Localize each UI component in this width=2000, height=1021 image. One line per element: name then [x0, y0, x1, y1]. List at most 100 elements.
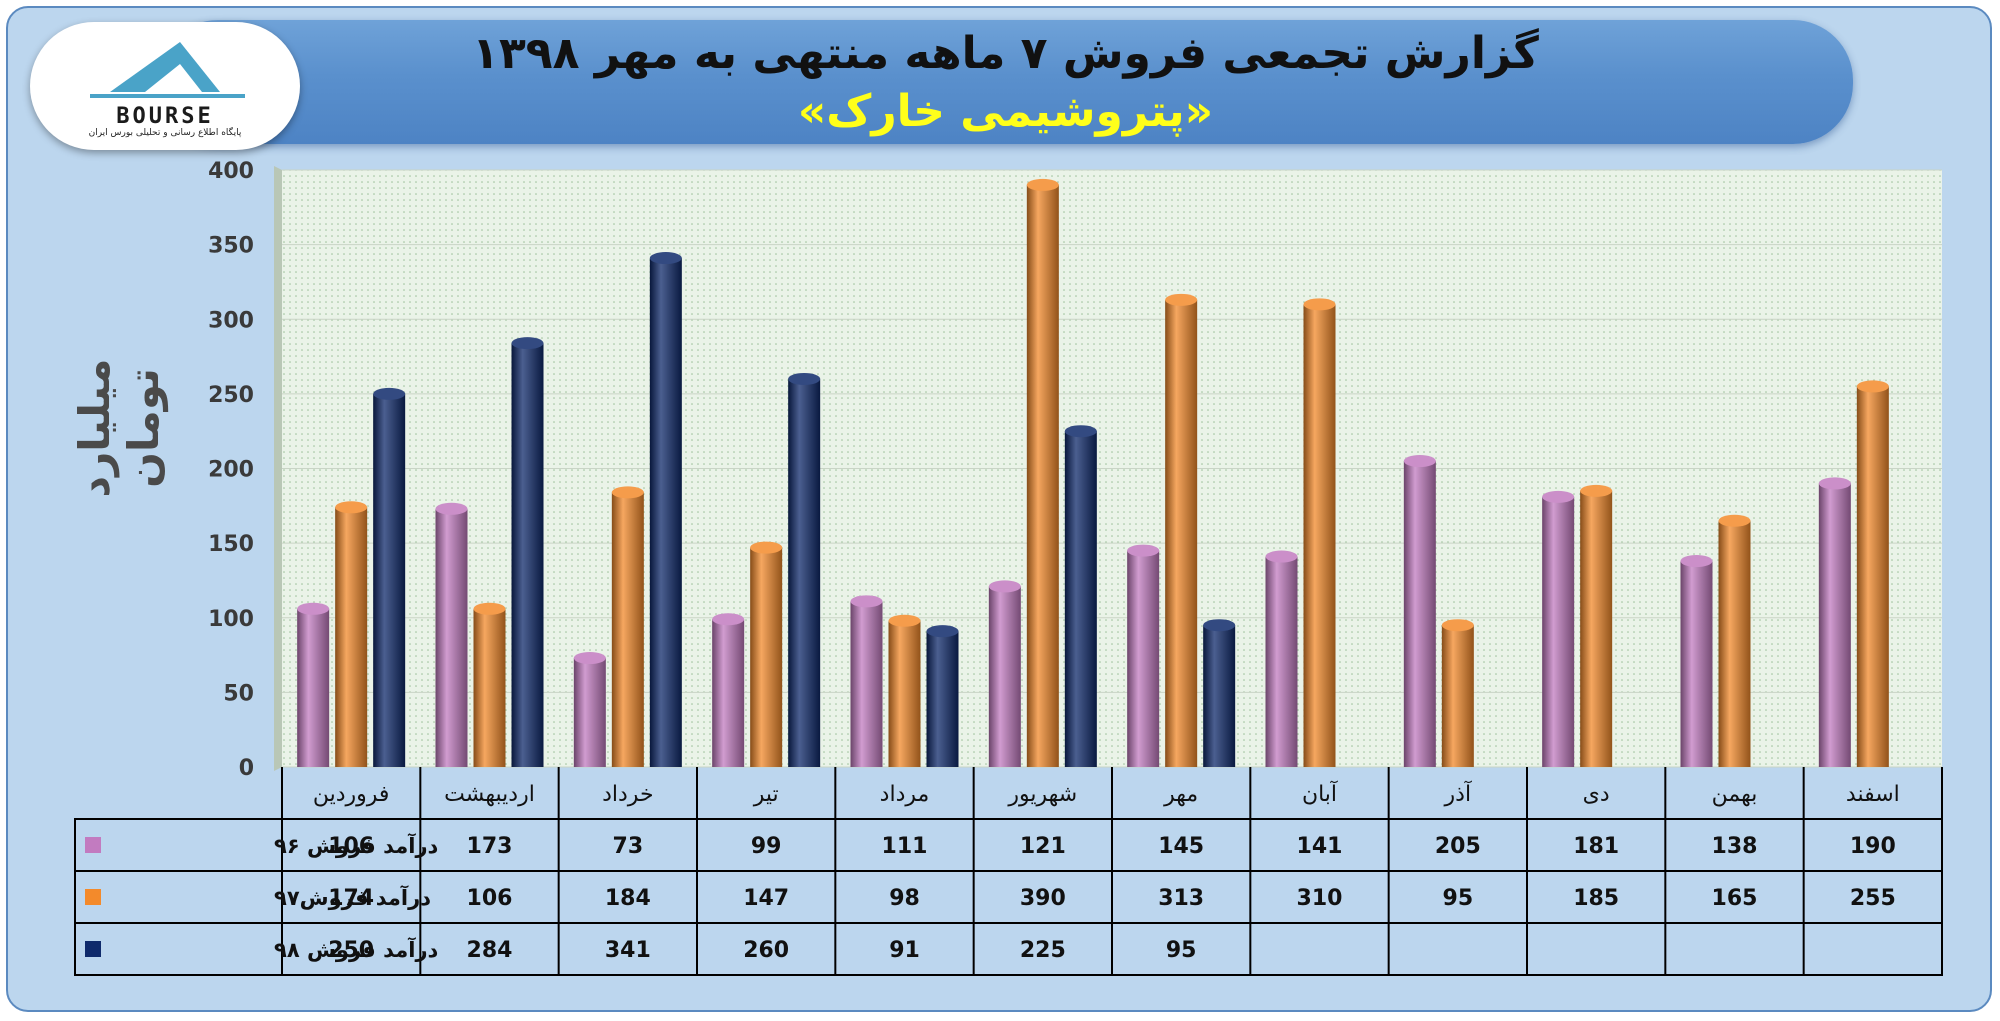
bar	[888, 620, 921, 767]
bar-top	[1818, 477, 1851, 490]
bar	[1165, 299, 1198, 767]
x-tick-label: مهر	[1163, 782, 1198, 807]
x-tick-label: بهمن	[1712, 782, 1758, 807]
bar-top	[1064, 425, 1097, 438]
bar	[1265, 556, 1298, 767]
bar	[1542, 496, 1575, 767]
bar-top	[1203, 619, 1236, 632]
bar-top	[1127, 544, 1160, 557]
bar-top	[788, 372, 821, 385]
bar-top	[988, 580, 1021, 593]
data-value-label: 99	[751, 834, 782, 859]
bar	[1026, 184, 1059, 768]
y-tick-label: 250	[208, 383, 254, 408]
bar-top	[435, 502, 468, 515]
bar-top	[573, 652, 606, 665]
data-value-label: 184	[605, 886, 651, 911]
bar-top	[888, 614, 921, 627]
data-value-label: 95	[1166, 938, 1197, 963]
y-tick-label: 0	[239, 756, 254, 781]
legend-label: درآمد فروش ۹۶	[274, 833, 439, 858]
data-value-label: 106	[328, 834, 374, 859]
logo-subtext: پایگاه اطلاع رسانی و تحلیلی بورس ایران	[88, 128, 242, 138]
bar-top	[712, 613, 745, 626]
legend-label: درآمد فروش ۹۸	[274, 937, 439, 962]
data-value-label: 91	[889, 938, 920, 963]
bar-top	[850, 595, 883, 608]
bar	[1403, 461, 1436, 767]
bar-top	[335, 501, 368, 514]
data-value-label: 138	[1712, 834, 1758, 859]
data-value-label: 73	[613, 834, 644, 859]
data-value-label: 341	[605, 938, 651, 963]
bar-top	[297, 602, 330, 615]
logo-text: BOURSE	[116, 104, 214, 129]
data-value-label: 141	[1297, 834, 1343, 859]
bar	[511, 343, 544, 767]
x-tick-label: آذر	[1444, 780, 1472, 807]
y-tick-label: 300	[208, 308, 254, 333]
x-tick-label: دی	[1583, 782, 1610, 807]
logo-mark-icon	[90, 42, 245, 98]
y-tick-label: 150	[208, 532, 254, 557]
bar-top	[1856, 380, 1889, 393]
bourse-logo: BOURSE پایگاه اطلاع رسانی و تحلیلی بورس …	[30, 22, 300, 150]
bar	[788, 378, 821, 767]
bar	[1856, 386, 1889, 767]
data-value-label: 190	[1850, 834, 1896, 859]
bar	[1441, 625, 1474, 767]
bar-top	[1542, 490, 1575, 503]
bar-top	[1680, 555, 1713, 568]
data-value-label: 121	[1020, 834, 1066, 859]
y-tick-label: 400	[208, 159, 254, 184]
data-value-label: 106	[467, 886, 513, 911]
data-value-label: 95	[1443, 886, 1474, 911]
bar-top	[1403, 455, 1436, 468]
x-tick-label: اسفند	[1846, 782, 1900, 807]
bar	[297, 608, 330, 767]
x-tick-label: اردیبهشت	[444, 782, 535, 807]
bar-top	[1580, 484, 1613, 497]
data-value-label: 205	[1435, 834, 1481, 859]
bar	[473, 608, 506, 767]
bar-top	[1718, 514, 1751, 527]
x-tick-label: تیر	[753, 782, 779, 807]
bar-top	[1441, 619, 1474, 632]
y-tick-label: 100	[208, 607, 254, 632]
bar	[373, 393, 406, 767]
data-value-label: 147	[743, 886, 789, 911]
data-value-label: 225	[1020, 938, 1066, 963]
plot-side-wall	[274, 166, 282, 771]
bar	[1680, 561, 1713, 767]
data-value-label: 390	[1020, 886, 1066, 911]
data-value-label: 313	[1158, 886, 1204, 911]
bar-top	[1265, 550, 1298, 563]
data-value-label: 255	[1850, 886, 1896, 911]
bar-top	[926, 625, 959, 638]
y-tick-label: 50	[223, 681, 254, 706]
bar	[1127, 550, 1160, 767]
title-banner: گزارش تجمعی فروش ۷ ماهه منتهی به مهر ۱۳۹…	[158, 20, 1853, 144]
chart-title: گزارش تجمعی فروش ۷ ماهه منتهی به مهر ۱۳۹…	[472, 28, 1539, 79]
bar-top	[473, 602, 506, 615]
bar	[988, 586, 1021, 767]
x-tick-label: مرداد	[880, 782, 930, 807]
data-value-label: 165	[1712, 886, 1758, 911]
bar	[1818, 483, 1851, 767]
data-value-label: 310	[1297, 886, 1343, 911]
bar	[750, 547, 783, 767]
legend-swatch	[85, 889, 101, 905]
bar	[850, 601, 883, 767]
data-value-label: 181	[1573, 834, 1619, 859]
bar-top	[750, 541, 783, 554]
chart-subtitle: «پتروشیمی خارک»	[797, 86, 1214, 137]
bar	[712, 619, 745, 767]
bar-top	[1303, 298, 1336, 311]
data-value-label: 260	[743, 938, 789, 963]
bar-top	[511, 337, 544, 350]
x-tick-label: خرداد	[602, 782, 653, 807]
bar	[573, 658, 606, 767]
bar	[611, 492, 644, 767]
bar-top	[1165, 293, 1198, 306]
bar-top	[373, 387, 406, 400]
